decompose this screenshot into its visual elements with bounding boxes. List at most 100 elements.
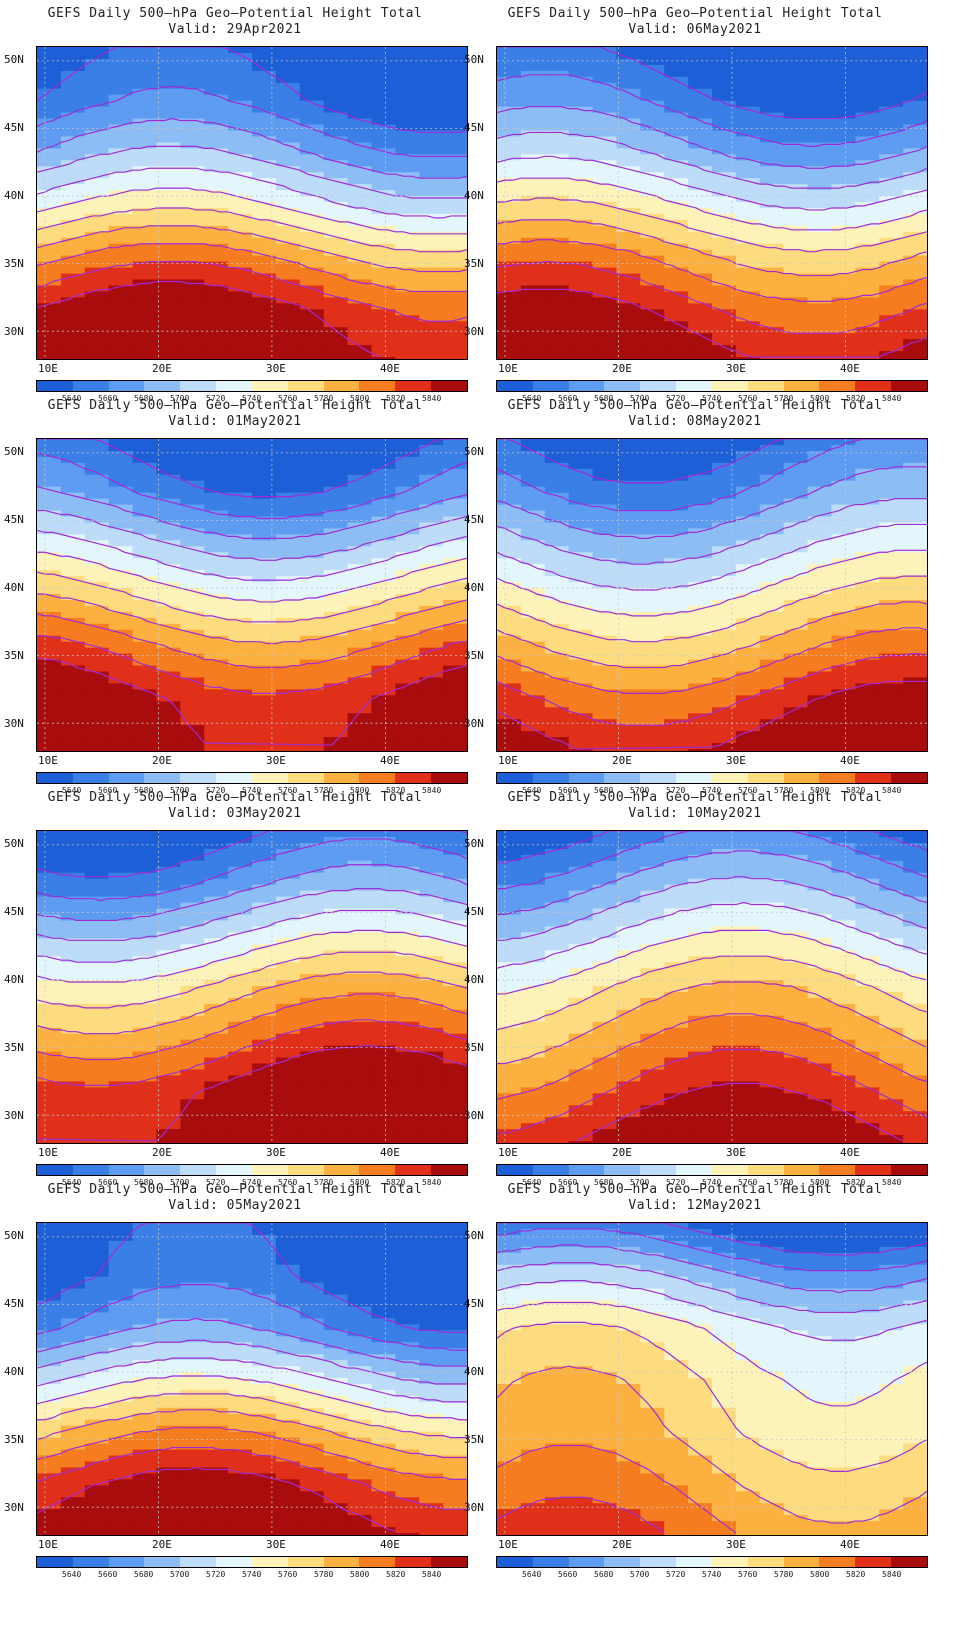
legend-level-label: 5680 [594,786,614,795]
legend-swatch [431,773,467,783]
legend-swatch [855,773,892,783]
height-contour [497,219,927,277]
height-contour [497,1228,927,1272]
latitude-label: 40N [464,1365,484,1378]
height-contour [37,864,467,922]
legend-level-label: 5760 [278,1178,298,1187]
legend-level-label: 5820 [386,394,406,403]
legend-level-label: 5780 [314,394,334,403]
height-contour [37,831,467,878]
legend-swatch [604,381,641,391]
legend-swatch [395,773,432,783]
latitude-label: 45N [4,905,24,918]
longitude-label: 20E [612,362,632,375]
latitude-label: 50N [464,53,484,66]
color-legend-bar [496,380,928,392]
height-contour [497,680,927,750]
legend-level-label: 5800 [350,394,370,403]
geopotential-height-map [496,46,928,360]
legend-swatch [144,381,181,391]
legend-level-label: 5640 [522,1570,542,1579]
legend-level-label: 5760 [278,394,298,403]
legend-swatch [108,773,145,783]
legend-swatch [251,1165,288,1175]
legend-swatch [359,381,396,391]
geopotential-height-map [496,438,928,752]
height-contour [497,1365,927,1524]
longitude-label: 10E [498,362,518,375]
height-contour [497,131,927,189]
legend-level-label: 5720 [206,786,226,795]
legend-level-label: 5760 [738,1570,758,1579]
legend-swatch [287,1557,324,1567]
legend-swatch [287,381,324,391]
legend-swatch [604,1557,641,1567]
legend-swatch [604,773,641,783]
legend-level-label: 5800 [810,1570,830,1579]
height-contour [37,509,467,561]
longitude-label: 30E [266,362,286,375]
height-contour [497,74,927,147]
legend-level-label: 5660 [558,1178,578,1187]
geopotential-height-map [36,830,468,1144]
height-contour [497,876,927,941]
latitude-label: 30N [4,1109,24,1122]
height-contour [497,239,927,302]
geopotential-height-map [36,438,468,752]
height-contour [37,452,467,520]
legend-level-label: 5820 [846,1178,866,1187]
legend-level-label: 5800 [350,1178,370,1187]
legend-swatch [216,1557,252,1567]
legend-level-label: 5700 [170,1570,190,1579]
legend-level-label: 5660 [558,394,578,403]
legend-swatch [323,381,360,391]
legend-swatch [855,1165,892,1175]
legend-swatch [395,381,432,391]
height-contour [37,207,467,253]
height-contour [497,850,927,916]
height-contour [37,486,467,539]
legend-swatch [568,1165,605,1175]
latitude-label: 50N [4,1229,24,1242]
latitude-label: 30N [464,1109,484,1122]
height-contour [37,993,467,1061]
legend-level-label: 5840 [422,394,442,403]
legend-level-label: 5720 [666,1178,686,1187]
height-contour [497,831,927,890]
legend-level-label: 5720 [666,394,686,403]
map-panel: GEFS Daily 500–hPa Geo–Potential Height … [460,0,930,410]
color-legend-bar [496,772,928,784]
height-contour [37,657,467,746]
legend-swatch [251,381,288,391]
legend-level-label: 5640 [62,1570,82,1579]
height-contour [37,551,467,603]
height-contour [497,1262,927,1314]
legend-level-label: 5720 [206,394,226,403]
legend-level-label: 5720 [666,786,686,795]
legend-swatch [747,381,784,391]
latitude-label: 50N [4,445,24,458]
panel-valid-date: Valid: 03May2021 [168,806,302,821]
height-contour [497,929,927,995]
legend-level-label: 5640 [522,786,542,795]
map-panel: GEFS Daily 500–hPa Geo–Potential Height … [0,392,470,802]
legend-swatch [216,773,252,783]
height-contour [497,653,927,726]
panel-valid-date: Valid: 10May2021 [628,806,762,821]
legend-swatch [144,1165,181,1175]
height-contour [37,909,467,963]
legend-swatch [216,1165,252,1175]
longitude-label: 30E [726,362,746,375]
longitude-label: 40E [840,362,860,375]
latitude-label: 30N [4,325,24,338]
longitude-label: 20E [152,754,172,767]
color-legend-bar [496,1556,928,1568]
height-contour [37,167,467,219]
panel-valid-date: Valid: 12May2021 [628,1198,762,1213]
legend-swatch [819,773,856,783]
legend-swatch [395,1165,432,1175]
longitude-label: 20E [612,1538,632,1551]
legend-level-label: 5680 [134,786,154,795]
latitude-label: 35N [4,257,24,270]
legend-swatch [783,1165,820,1175]
